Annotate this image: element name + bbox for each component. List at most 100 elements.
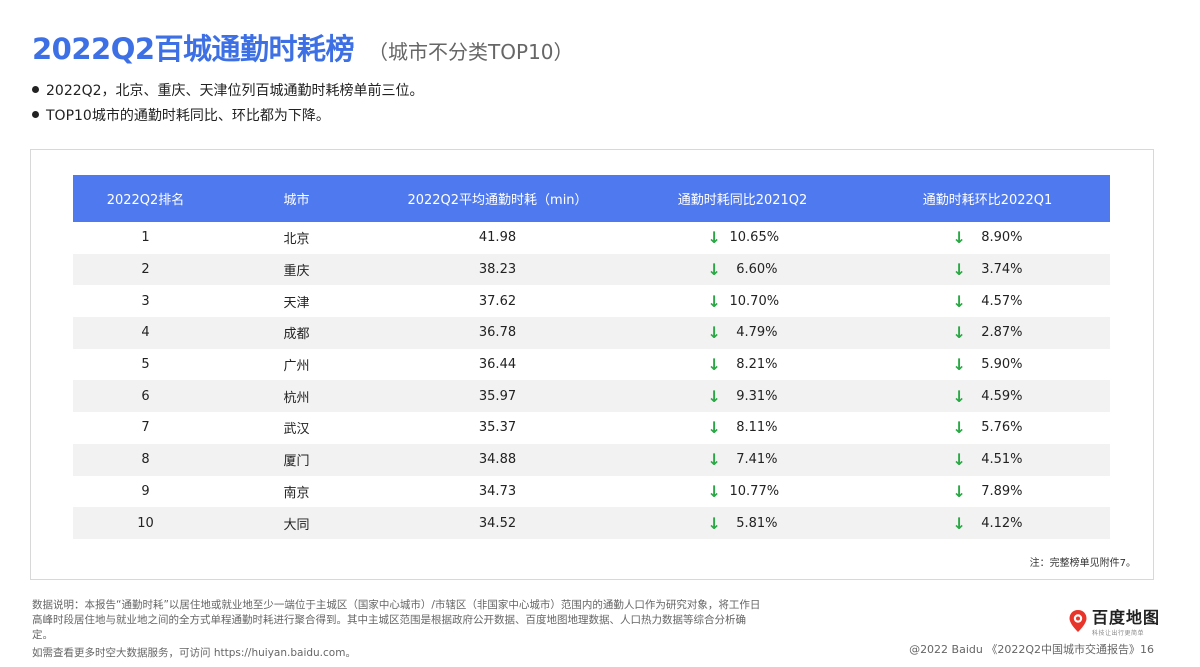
cell-yoy: ↓ 7.41% xyxy=(620,444,865,476)
cell-yoy: ↓ 6.60% xyxy=(620,254,865,286)
data-service-link: 如需查看更多时空大数据服务，可访问 https://huiyan.baidu.c… xyxy=(32,647,356,659)
down-arrow-icon: ↓ xyxy=(952,481,966,501)
cell-qoq: ↓ 4.51% xyxy=(865,444,1110,476)
cell-qoq: ↓ 5.90% xyxy=(865,349,1110,381)
table-row: 2 重庆 38.23 ↓ 6.60% ↓ 3.74% xyxy=(73,253,1110,286)
table-row: 5 广州 36.44 ↓ 8.21% ↓ 5.90% xyxy=(73,349,1110,381)
header-city: 城市 xyxy=(283,193,310,208)
cell-avg-commute: 35.97 xyxy=(478,388,517,404)
table-note: 注：完整榜单见附件7。 xyxy=(1029,558,1136,569)
down-arrow-icon: ↓ xyxy=(707,228,721,248)
cell-yoy: ↓ 8.11% xyxy=(620,412,865,444)
down-arrow-icon: ↓ xyxy=(707,291,721,311)
down-arrow-icon: ↓ xyxy=(707,418,721,438)
yoy-value: 10.65% xyxy=(729,230,780,246)
down-arrow-icon: ↓ xyxy=(952,386,966,406)
header-rank: 2022Q2排名 xyxy=(106,193,185,208)
bullet-item: TOP10城市的通勤时耗同比、环比都为下降。 xyxy=(32,102,424,127)
cell-avg-commute: 34.88 xyxy=(478,452,517,468)
down-arrow-icon: ↓ xyxy=(707,260,721,280)
yoy-value: 10.70% xyxy=(729,293,780,309)
cell-city: 大同 xyxy=(283,517,310,533)
cell-city: 广州 xyxy=(283,359,310,375)
cell-yoy: ↓ 5.81% xyxy=(620,507,865,539)
cell-avg-commute: 36.78 xyxy=(478,325,517,341)
header-yoy: 通勤时耗同比2021Q2 xyxy=(677,193,808,208)
down-arrow-icon: ↓ xyxy=(707,386,721,406)
cell-rank: 4 xyxy=(141,325,150,341)
title-row: 2022Q2百城通勤时耗榜 （城市不分类TOP10） xyxy=(32,26,574,68)
cell-city: 天津 xyxy=(283,295,310,311)
cell-city: 南京 xyxy=(283,485,310,501)
down-arrow-icon: ↓ xyxy=(707,323,721,343)
cell-yoy: ↓ 8.21% xyxy=(620,349,865,381)
yoy-value: 7.41% xyxy=(736,452,778,468)
cell-rank: 8 xyxy=(141,452,150,468)
bullet-item: 2022Q2，北京、重庆、天津位列百城通勤时耗榜单前三位。 xyxy=(32,77,424,102)
logo-name: 百度地图 xyxy=(1092,608,1161,627)
qoq-value: 4.51% xyxy=(981,452,1023,468)
cell-yoy: ↓ 9.31% xyxy=(620,380,865,412)
qoq-value: 4.59% xyxy=(981,388,1023,404)
cell-city: 重庆 xyxy=(283,264,310,280)
cell-rank: 7 xyxy=(141,420,150,436)
down-arrow-icon: ↓ xyxy=(952,260,966,280)
cell-avg-commute: 36.44 xyxy=(478,357,517,373)
ranking-table: 2022Q2排名 城市 2022Q2平均通勤时耗（min） 通勤时耗同比2021… xyxy=(73,175,1110,539)
table-body: 1 北京 41.98 ↓ 10.65% ↓ 8.90% 2 重庆 38.23 ↓ 6.60% ↓ 3.74… xyxy=(73,222,1110,539)
cell-city: 成都 xyxy=(283,327,310,343)
down-arrow-icon: ↓ xyxy=(952,323,966,343)
yoy-value: 10.77% xyxy=(729,483,780,499)
cell-rank: 6 xyxy=(141,388,150,404)
table-row: 6 杭州 35.97 ↓ 9.31% ↓ 4.59% xyxy=(73,380,1110,413)
yoy-value: 8.11% xyxy=(736,420,778,436)
cell-avg-commute: 41.98 xyxy=(478,230,517,246)
qoq-value: 5.90% xyxy=(981,357,1023,373)
qoq-value: 2.87% xyxy=(981,325,1023,341)
cell-avg-commute: 38.23 xyxy=(478,262,517,278)
table-row: 7 武汉 35.37 ↓ 8.11% ↓ 5.76% xyxy=(73,412,1110,444)
down-arrow-icon: ↓ xyxy=(952,291,966,311)
logo-slogan: 科技让出行更简单 xyxy=(1092,630,1145,637)
down-arrow-icon: ↓ xyxy=(952,513,966,533)
table-row: 3 天津 37.62 ↓ 10.70% ↓ 4.57% xyxy=(73,285,1110,317)
down-arrow-icon: ↓ xyxy=(707,481,721,501)
cell-qoq: ↓ 4.57% xyxy=(865,285,1110,317)
cell-qoq: ↓ 7.89% xyxy=(865,476,1110,508)
yoy-value: 9.31% xyxy=(736,388,778,404)
cell-yoy: ↓ 10.65% xyxy=(620,222,865,254)
cell-avg-commute: 34.52 xyxy=(478,515,517,531)
cell-rank: 10 xyxy=(137,515,154,531)
cell-city: 厦门 xyxy=(283,454,310,470)
down-arrow-icon: ↓ xyxy=(707,355,721,375)
bullet-text: 2022Q2，北京、重庆、天津位列百城通勤时耗榜单前三位。 xyxy=(46,82,424,99)
bullet-dot-icon xyxy=(32,86,39,93)
cell-rank: 5 xyxy=(141,357,150,373)
cell-avg-commute: 37.62 xyxy=(478,293,517,309)
qoq-value: 4.12% xyxy=(981,515,1023,531)
cell-rank: 1 xyxy=(141,230,150,246)
cell-qoq: ↓ 2.87% xyxy=(865,317,1110,349)
bullet-list: 2022Q2，北京、重庆、天津位列百城通勤时耗榜单前三位。 TOP10城市的通勤… xyxy=(32,77,424,127)
down-arrow-icon: ↓ xyxy=(707,450,721,470)
cell-rank: 3 xyxy=(141,293,150,309)
page-title: 2022Q2百城通勤时耗榜 xyxy=(32,32,355,66)
yoy-value: 5.81% xyxy=(736,515,778,531)
map-pin-icon xyxy=(1069,609,1087,632)
down-arrow-icon: ↓ xyxy=(952,355,966,375)
qoq-value: 5.76% xyxy=(981,420,1023,436)
cell-city: 武汉 xyxy=(283,422,310,438)
bullet-dot-icon xyxy=(32,111,39,118)
qoq-value: 8.90% xyxy=(981,230,1023,246)
cell-qoq: ↓ 8.90% xyxy=(865,222,1110,254)
cell-city: 杭州 xyxy=(283,390,310,406)
cell-qoq: ↓ 5.76% xyxy=(865,412,1110,444)
cell-yoy: ↓ 10.77% xyxy=(620,476,865,508)
baidu-map-logo: 百度地图 科技让出行更简单 xyxy=(1068,604,1160,637)
table-header: 2022Q2排名 城市 2022Q2平均通勤时耗（min） 通勤时耗同比2021… xyxy=(73,175,1110,222)
cell-qoq: ↓ 3.74% xyxy=(865,254,1110,286)
page-credit: @2022 Baidu 《2022Q2中国城市交通报告》16 xyxy=(909,643,1154,656)
down-arrow-icon: ↓ xyxy=(952,228,966,248)
yoy-value: 8.21% xyxy=(736,357,778,373)
cell-qoq: ↓ 4.12% xyxy=(865,507,1110,539)
